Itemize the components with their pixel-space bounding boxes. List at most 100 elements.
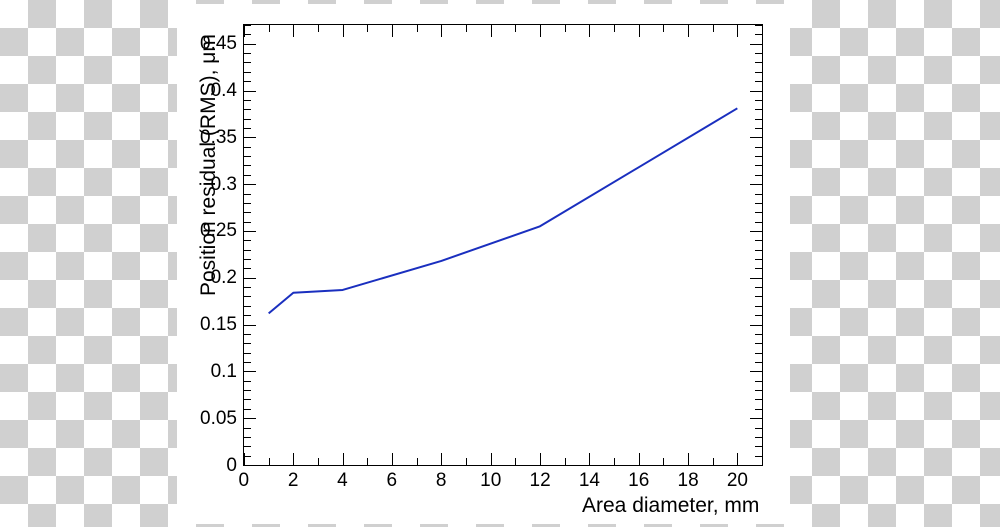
y-major-tick: [750, 278, 762, 279]
y-minor-tick: [755, 250, 762, 251]
x-major-tick: [688, 453, 689, 465]
y-minor-tick: [755, 62, 762, 63]
x-major-tick: [540, 25, 541, 37]
y-minor-tick: [244, 409, 251, 410]
x-tick-label: 16: [628, 470, 649, 492]
y-minor-tick: [244, 165, 251, 166]
x-minor-tick: [367, 458, 368, 465]
y-minor-tick: [244, 72, 251, 73]
y-minor-tick: [755, 222, 762, 223]
y-minor-tick: [755, 315, 762, 316]
y-tick-label: 0.05: [200, 408, 237, 430]
y-tick-label: 0: [226, 455, 237, 477]
y-minor-tick: [755, 456, 762, 457]
x-major-tick: [293, 453, 294, 465]
x-major-tick: [639, 453, 640, 465]
y-major-tick: [244, 184, 256, 185]
y-minor-tick: [755, 100, 762, 101]
x-tick-label: 2: [288, 470, 299, 492]
y-minor-tick: [244, 381, 251, 382]
x-minor-tick: [713, 25, 714, 32]
y-minor-tick: [755, 53, 762, 54]
y-major-tick: [750, 325, 762, 326]
x-major-tick: [392, 453, 393, 465]
y-minor-tick: [244, 100, 251, 101]
page-root: Position residual (RMS), μm Area diamete…: [0, 0, 1000, 527]
x-minor-tick: [269, 25, 270, 32]
y-major-tick: [750, 91, 762, 92]
y-tick-label: 0.25: [200, 220, 237, 242]
y-major-tick: [750, 44, 762, 45]
y-minor-tick: [755, 165, 762, 166]
y-minor-tick: [244, 399, 251, 400]
y-minor-tick: [755, 296, 762, 297]
x-tick-label: 14: [579, 470, 600, 492]
y-major-tick: [750, 184, 762, 185]
y-minor-tick: [244, 175, 251, 176]
y-minor-tick: [244, 62, 251, 63]
x-major-tick: [244, 453, 245, 465]
y-minor-tick: [755, 212, 762, 213]
y-minor-tick: [244, 287, 251, 288]
x-tick-label: 6: [387, 470, 398, 492]
x-major-tick: [293, 25, 294, 37]
x-tick-label: 18: [678, 470, 699, 492]
y-minor-tick: [244, 259, 251, 260]
x-minor-tick: [515, 458, 516, 465]
y-minor-tick: [244, 156, 251, 157]
y-minor-tick: [755, 390, 762, 391]
y-minor-tick: [244, 203, 251, 204]
y-major-tick: [750, 137, 762, 138]
y-minor-tick: [244, 250, 251, 251]
y-minor-tick: [755, 334, 762, 335]
x-major-tick: [589, 453, 590, 465]
y-minor-tick: [244, 306, 251, 307]
y-minor-tick: [244, 315, 251, 316]
x-minor-tick: [762, 458, 763, 465]
y-minor-tick: [755, 194, 762, 195]
line-series: [244, 25, 762, 465]
y-minor-tick: [755, 203, 762, 204]
x-minor-tick: [466, 458, 467, 465]
y-minor-tick: [244, 34, 251, 35]
y-minor-tick: [244, 334, 251, 335]
y-minor-tick: [755, 437, 762, 438]
y-minor-tick: [244, 222, 251, 223]
y-major-tick: [244, 231, 256, 232]
y-major-tick: [244, 91, 256, 92]
y-major-tick: [244, 278, 256, 279]
y-major-tick: [244, 371, 256, 372]
y-tick-label: 0.15: [200, 314, 237, 336]
y-minor-tick: [755, 25, 762, 26]
x-major-tick: [540, 453, 541, 465]
x-minor-tick: [417, 458, 418, 465]
x-tick-label: 10: [480, 470, 501, 492]
y-minor-tick: [755, 156, 762, 157]
y-major-tick: [244, 44, 256, 45]
x-major-tick: [688, 25, 689, 37]
x-major-tick: [639, 25, 640, 37]
x-tick-label: 20: [727, 470, 748, 492]
x-minor-tick: [614, 25, 615, 32]
x-major-tick: [491, 453, 492, 465]
y-axis-label: Position residual (RMS), μm: [197, 34, 221, 296]
y-minor-tick: [244, 296, 251, 297]
x-tick-label: 12: [530, 470, 551, 492]
y-major-tick: [244, 418, 256, 419]
x-minor-tick: [565, 458, 566, 465]
y-minor-tick: [755, 428, 762, 429]
y-minor-tick: [755, 343, 762, 344]
y-minor-tick: [244, 240, 251, 241]
x-major-tick: [589, 25, 590, 37]
x-tick-label: 8: [436, 470, 447, 492]
y-tick-label: 0.3: [211, 174, 237, 196]
x-major-tick: [737, 453, 738, 465]
y-minor-tick: [244, 119, 251, 120]
y-tick-label: 0.1: [211, 361, 237, 383]
y-major-tick: [750, 371, 762, 372]
y-minor-tick: [244, 212, 251, 213]
y-minor-tick: [755, 268, 762, 269]
y-major-tick: [244, 325, 256, 326]
y-minor-tick: [244, 147, 251, 148]
y-minor-tick: [755, 306, 762, 307]
